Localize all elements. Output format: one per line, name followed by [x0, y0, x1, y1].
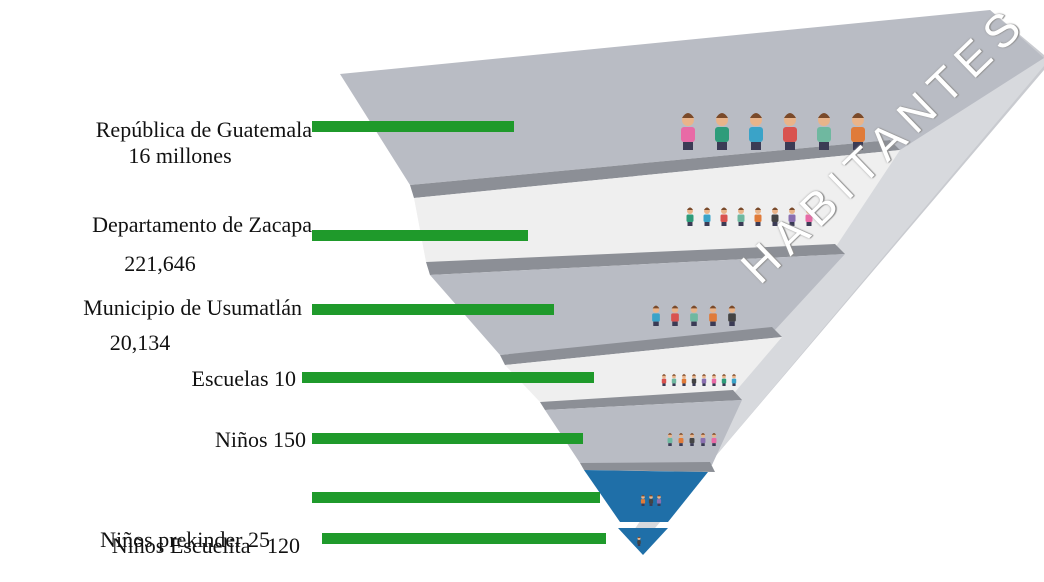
person-figure: [721, 374, 727, 386]
person-figure: [788, 207, 796, 226]
level-name: Niños 150: [214, 427, 306, 452]
level-value-guatemala: 16 millones: [60, 144, 300, 168]
person-figure: [661, 374, 667, 386]
tier-5: [545, 400, 742, 465]
person-figure: [715, 113, 729, 150]
people-figures: [637, 113, 865, 546]
level-label-guatemala: República de Guatemala: [20, 118, 312, 142]
person-figure: [731, 374, 737, 386]
person-figure: [720, 207, 728, 226]
person-figure: [689, 433, 695, 446]
person-figure: [640, 494, 646, 506]
connector-bar-6: [312, 492, 600, 503]
tier-5-edge: [580, 462, 715, 472]
person-figure: [783, 113, 797, 150]
person-figure: [709, 305, 717, 326]
person-figure: [671, 305, 679, 326]
person-figure: [691, 374, 697, 386]
person-figure: [681, 113, 695, 150]
connector-bar-2: [312, 230, 528, 241]
pyramid-diagram: [302, 10, 1044, 555]
person-figure: [652, 305, 660, 326]
connector-bar-5: [312, 433, 583, 444]
tier-3: [430, 254, 845, 355]
person-figure: [701, 374, 707, 386]
person-figure: [805, 207, 813, 226]
level-label-prekinder: Niños prekinder 25: [20, 528, 270, 552]
level-value-zacapa: 221,646: [80, 252, 240, 276]
person-figure: [678, 433, 684, 446]
person-figure: [737, 207, 745, 226]
person-figure: [637, 536, 641, 546]
person-figure: [690, 305, 698, 326]
tier-6: [584, 470, 708, 522]
tier-1-edge: [410, 140, 900, 198]
connector-bar-3: [312, 304, 554, 315]
person-figure: [749, 113, 763, 150]
person-figure: [703, 207, 711, 226]
level-label-usumatlan: Municipio de Usumatlán: [0, 296, 302, 320]
tier-7: [618, 528, 668, 555]
level-label-escuelita: Niños Escuelita 120: [20, 486, 300, 582]
level-label-escuelas: Escuelas 10: [60, 367, 296, 391]
tier-4-edge: [540, 390, 742, 410]
tier-3-edge: [500, 327, 782, 365]
level-value-usumatlan: 20,134: [80, 331, 200, 355]
tier-2: [414, 150, 900, 262]
person-figure: [656, 494, 662, 506]
connector-bar-1: [312, 121, 514, 132]
level-name: Niños Escuelita 120: [111, 533, 300, 558]
connector-bar-7: [322, 533, 606, 544]
tier-1: [340, 10, 1044, 185]
person-figure: [648, 494, 654, 506]
person-figure: [700, 433, 706, 446]
person-figure: [771, 207, 779, 226]
level-name: Departamento de Zacapa: [92, 212, 312, 237]
level-value: 221,646: [124, 251, 196, 276]
person-figure: [711, 374, 717, 386]
level-value: 16 millones: [128, 143, 232, 168]
level-name: Municipio de Usumatlán: [83, 295, 302, 320]
level-name: República de Guatemala: [95, 117, 312, 142]
person-figure: [667, 433, 673, 446]
tier-2-edge: [426, 244, 845, 275]
connector-bar-4: [302, 372, 594, 383]
level-name: Niños prekinder 25: [100, 527, 270, 552]
person-figure: [681, 374, 687, 386]
person-figure: [851, 113, 865, 150]
person-figure: [728, 305, 736, 326]
person-figure: [817, 113, 831, 150]
person-figure: [686, 207, 694, 226]
level-name: Escuelas 10: [191, 366, 296, 391]
person-figure: [671, 374, 677, 386]
level-label-ninos: Niños 150: [80, 428, 306, 452]
person-figure: [711, 433, 717, 446]
level-label-zacapa: Departamento de Zacapa: [0, 213, 312, 237]
level-value: 20,134: [109, 330, 171, 355]
person-figure: [754, 207, 762, 226]
connector-bars: [302, 121, 606, 544]
